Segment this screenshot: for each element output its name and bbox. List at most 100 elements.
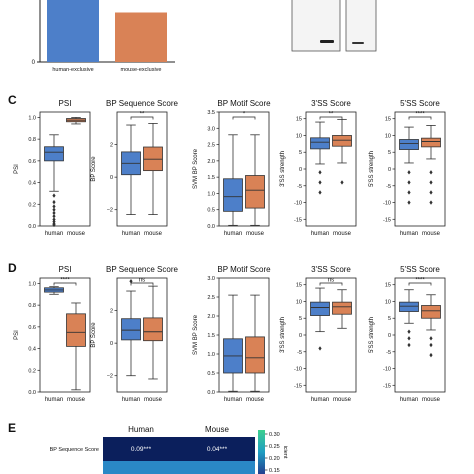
- x-tick-label: human: [311, 231, 329, 237]
- y-axis-label: BP Score: [91, 156, 97, 182]
- heatmap-row-label: BP Sequence Score: [50, 447, 99, 453]
- y-tick-label: 0: [388, 333, 391, 339]
- y-tick-label: 1.0: [28, 115, 36, 121]
- bar-mouse-exclusive: [115, 12, 167, 62]
- y-tick-label: 15: [296, 283, 302, 289]
- y-tick-label: 2.0: [207, 314, 215, 320]
- significance-bracket: [53, 282, 77, 286]
- box-mouse: [421, 137, 441, 148]
- colorbar-tick-label: 0.20: [269, 456, 280, 462]
- outlier-point: [318, 190, 322, 195]
- y-tick-label: 0.0: [207, 390, 215, 396]
- y-tick-label: 10: [385, 133, 391, 139]
- significance-bracket: [319, 116, 343, 120]
- box-mouse: [143, 317, 163, 342]
- y-tick-label: 3.0: [207, 276, 215, 282]
- y-tick-label: -5: [386, 184, 391, 190]
- y-tick-label: -15: [383, 383, 391, 389]
- x-tick-label: human: [122, 231, 140, 237]
- y-tick-label: 10: [296, 299, 302, 305]
- bar-human-exclusive: [47, 0, 99, 62]
- significance-label: ns: [328, 278, 334, 284]
- heatmap-column-label: Mouse: [205, 425, 230, 434]
- significance-label: *: [243, 112, 246, 118]
- y-tick-label: 0: [110, 175, 113, 181]
- plot-title: 5'SS Score: [400, 265, 440, 274]
- x-tick-label: mouse: [333, 231, 352, 237]
- heatmap-cell-partial: [103, 461, 255, 474]
- x-tick-label: human: [224, 397, 242, 403]
- outlier-point: [429, 200, 433, 205]
- y-tick-label: -5: [386, 350, 391, 356]
- y-tick-label: 0: [299, 167, 302, 173]
- heatmap-column-label: Human: [128, 425, 154, 434]
- x-tick-label: mouse: [67, 397, 86, 403]
- significance-label: **: [140, 112, 145, 118]
- y-axis-label: PSI: [14, 330, 20, 340]
- outlier-point: [52, 214, 56, 219]
- plot-frame: [394, 111, 446, 227]
- plot-frame: [116, 277, 168, 393]
- y-tick-label: 0.0: [28, 390, 36, 396]
- box-mouse: [332, 135, 352, 147]
- x-tick-label: human: [45, 231, 63, 237]
- x-tick-label: mouse: [246, 231, 265, 237]
- box-human: [399, 139, 419, 150]
- plot-title: BP Motif Score: [217, 99, 271, 108]
- y-tick-label: 10: [296, 133, 302, 139]
- outlier-point: [429, 170, 433, 175]
- y-axis-label: SVM BP Score: [193, 148, 199, 189]
- plot-frame: [305, 277, 357, 393]
- y-tick-label: 0.0: [28, 224, 36, 230]
- significance-label: ns: [139, 278, 145, 284]
- y-tick-label: 0.5: [207, 208, 215, 214]
- plot-frame: [218, 277, 270, 393]
- y-tick-label: -10: [294, 201, 302, 207]
- outlier-point: [52, 207, 56, 212]
- outlier-point: [340, 180, 344, 185]
- y-tick-label: -15: [383, 217, 391, 223]
- outlier-point: [407, 190, 411, 195]
- outlier-point: [129, 279, 133, 284]
- y-tick-label: 5: [388, 150, 391, 156]
- y-tick-label: 2.0: [207, 159, 215, 165]
- y-tick-label: -5: [297, 184, 302, 190]
- x-tick-label: human: [400, 397, 418, 403]
- outlier-point: [429, 190, 433, 195]
- y-tick-label: -10: [294, 367, 302, 373]
- panel-label-D: D: [8, 261, 17, 275]
- y-axis-label: 3'SS strength: [280, 151, 286, 187]
- plot-frame: [218, 111, 270, 227]
- significance-bracket: [130, 282, 154, 286]
- colorbar-tick-label: 0.30: [269, 432, 280, 438]
- significance-label: **: [329, 112, 334, 118]
- plot-title: 5'SS Score: [400, 99, 440, 108]
- plot-title: PSI: [59, 265, 72, 274]
- box-human: [310, 137, 330, 150]
- box-human: [44, 146, 64, 162]
- y-tick-label: 0.2: [28, 368, 36, 374]
- gel-lane-1: [291, 0, 341, 52]
- plot-title: BP Motif Score: [217, 265, 271, 274]
- y-tick-label: 5: [388, 316, 391, 322]
- box-human: [310, 301, 330, 316]
- y-axis-label: 5'SS strength: [369, 317, 375, 353]
- outlier-point: [407, 200, 411, 205]
- y-tick-label: 0.0: [207, 224, 215, 230]
- y-tick-label: 1.0: [207, 191, 215, 197]
- y-axis-label: SVM BP Score: [193, 314, 199, 355]
- y-tick-label: 5: [299, 150, 302, 156]
- outlier-point: [429, 336, 433, 341]
- outlier-point: [318, 346, 322, 351]
- y-tick-label: -5: [297, 350, 302, 356]
- plot-frame: [305, 111, 357, 227]
- outlier-point: [52, 204, 56, 209]
- panel-label-E: E: [8, 421, 16, 435]
- y-tick-label: 2.5: [207, 295, 215, 301]
- box-human: [121, 318, 141, 341]
- y-tick-label: 0.4: [28, 347, 36, 353]
- y-tick-label: -15: [294, 383, 302, 389]
- y-tick-label: 3.0: [207, 126, 215, 132]
- outlier-point: [407, 180, 411, 185]
